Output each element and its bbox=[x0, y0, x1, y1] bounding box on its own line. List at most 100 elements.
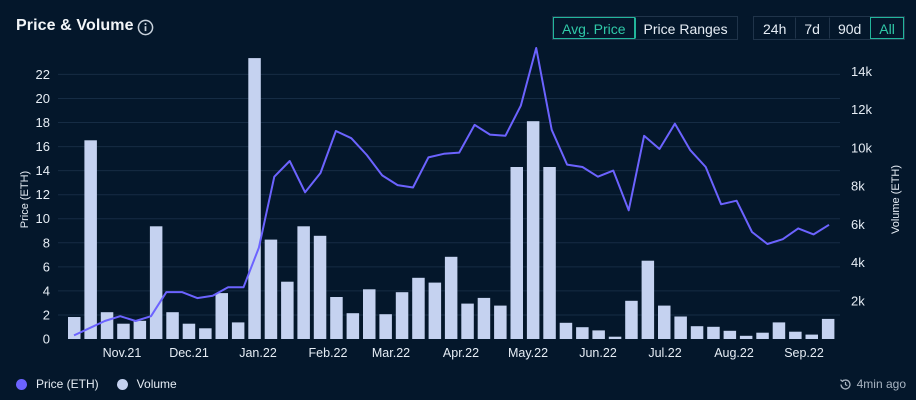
volume-bar[interactable] bbox=[395, 292, 409, 339]
x-tick-label: Apr.22 bbox=[443, 346, 479, 360]
refresh-clock-icon bbox=[839, 378, 851, 390]
left-tick-label: 6 bbox=[43, 259, 50, 274]
volume-bar[interactable] bbox=[625, 300, 638, 339]
right-tick-label: 14k bbox=[851, 64, 872, 79]
volume-bar[interactable] bbox=[592, 330, 605, 339]
left-tick-label: 20 bbox=[36, 91, 50, 106]
volume-bar[interactable] bbox=[690, 326, 704, 339]
x-tick-label: Dec.21 bbox=[169, 346, 209, 360]
volume-bar[interactable] bbox=[379, 314, 392, 339]
legend-label-price: Price (ETH) bbox=[36, 377, 99, 391]
volume-bar[interactable] bbox=[789, 331, 802, 339]
volume-bar[interactable] bbox=[412, 277, 425, 339]
volume-bar[interactable] bbox=[330, 297, 343, 339]
x-tick-label: Jul.22 bbox=[648, 346, 681, 360]
right-axis-title: Volume (ETH) bbox=[890, 165, 902, 234]
left-tick-label: 18 bbox=[36, 115, 50, 130]
left-tick-label: 0 bbox=[43, 332, 50, 347]
right-tick-label: 8k bbox=[851, 179, 865, 194]
price-line[interactable] bbox=[73, 47, 830, 337]
x-tick-label: Mar.22 bbox=[372, 346, 410, 360]
left-tick-label: 10 bbox=[36, 211, 50, 226]
legend-item-price[interactable]: Price (ETH) bbox=[16, 377, 99, 391]
volume-bar[interactable] bbox=[821, 318, 835, 339]
price-ranges-button[interactable]: Price Ranges bbox=[634, 17, 737, 39]
x-tick-label: Nov.21 bbox=[103, 346, 142, 360]
right-tick-label: 10k bbox=[851, 140, 872, 155]
volume-bar[interactable] bbox=[199, 328, 212, 339]
updated-text: 4min ago bbox=[856, 377, 906, 391]
volume-bar[interactable] bbox=[658, 305, 671, 339]
right-tick-label: 2k bbox=[851, 293, 865, 308]
x-tick-label: Aug.22 bbox=[714, 346, 754, 360]
right-tick-label: 6k bbox=[851, 217, 865, 232]
volume-bar[interactable] bbox=[248, 58, 261, 339]
range-24h-button[interactable]: 24h bbox=[763, 21, 787, 37]
volume-bar[interactable] bbox=[346, 313, 360, 339]
volume-bar[interactable] bbox=[149, 226, 163, 339]
volume-bar[interactable] bbox=[166, 312, 179, 339]
volume-bar[interactable] bbox=[117, 323, 130, 339]
left-axis-title: Price (ETH) bbox=[19, 171, 31, 228]
volume-bar[interactable] bbox=[707, 326, 720, 339]
volume-bar[interactable] bbox=[363, 289, 376, 339]
x-tick-label: Jan.22 bbox=[239, 346, 277, 360]
volume-bar[interactable] bbox=[559, 322, 573, 339]
volume-bar[interactable] bbox=[461, 303, 474, 339]
legend: Price (ETH) Volume bbox=[16, 377, 195, 391]
volume-legend-dot bbox=[116, 378, 128, 390]
volume-bar[interactable] bbox=[428, 282, 442, 339]
volume-bar[interactable] bbox=[739, 335, 753, 339]
volume-bar[interactable] bbox=[510, 167, 524, 339]
legend-item-volume[interactable]: Volume bbox=[116, 377, 177, 391]
volume-bar[interactable] bbox=[231, 322, 245, 339]
x-tick-label: Sep.22 bbox=[784, 346, 824, 360]
volume-bar[interactable] bbox=[281, 281, 294, 339]
x-tick-label: Jun.22 bbox=[579, 346, 617, 360]
left-tick-label: 12 bbox=[36, 187, 50, 202]
volume-bar[interactable] bbox=[84, 140, 97, 339]
volume-bar[interactable] bbox=[543, 167, 556, 339]
volume-bar[interactable] bbox=[756, 332, 769, 339]
volume-bar[interactable] bbox=[674, 316, 687, 340]
right-tick-label: 4k bbox=[851, 255, 865, 270]
volume-bar[interactable] bbox=[641, 260, 655, 339]
legend-label-volume: Volume bbox=[136, 377, 177, 391]
last-updated: 4min ago bbox=[839, 377, 906, 391]
page-title: Price & Volume bbox=[16, 17, 134, 34]
volume-bar[interactable] bbox=[576, 327, 589, 339]
volume-bar[interactable] bbox=[297, 226, 310, 339]
header: Price & Volume Avg. Price Price Ranges 2… bbox=[16, 14, 908, 42]
volume-bar[interactable] bbox=[444, 256, 458, 339]
price-legend-dot bbox=[16, 378, 27, 390]
range-toggle-group: 24h 7d 90d All bbox=[753, 16, 905, 40]
volume-bar[interactable] bbox=[608, 336, 622, 339]
volume-bar[interactable] bbox=[215, 293, 229, 339]
x-tick-label: May.22 bbox=[508, 346, 548, 360]
volume-bar[interactable] bbox=[772, 322, 786, 339]
volume-bar[interactable] bbox=[182, 323, 196, 339]
range-7d-button[interactable]: 7d bbox=[795, 17, 829, 39]
left-tick-label: 4 bbox=[43, 283, 50, 298]
volume-bar[interactable] bbox=[805, 334, 819, 339]
left-tick-label: 14 bbox=[36, 163, 50, 178]
x-tick-label: Feb.22 bbox=[309, 346, 348, 360]
left-tick-label: 8 bbox=[43, 235, 50, 250]
volume-bar[interactable] bbox=[526, 121, 540, 339]
volume-bar[interactable] bbox=[723, 330, 737, 339]
left-tick-label: 22 bbox=[36, 67, 50, 82]
volume-bar[interactable] bbox=[313, 235, 327, 339]
volume-bar[interactable] bbox=[100, 312, 114, 339]
volume-bar[interactable] bbox=[477, 297, 491, 339]
range-90d-button[interactable]: 90d bbox=[828, 17, 870, 39]
volume-bar[interactable] bbox=[494, 305, 507, 339]
volume-bar[interactable] bbox=[264, 239, 278, 339]
left-tick-label: 16 bbox=[36, 139, 50, 154]
range-all-button[interactable]: All bbox=[870, 17, 904, 39]
volume-bar[interactable] bbox=[133, 320, 147, 339]
view-toggle-group: Avg. Price Price Ranges bbox=[552, 16, 738, 40]
left-tick-label: 2 bbox=[43, 307, 50, 322]
avg-price-button[interactable]: Avg. Price bbox=[553, 17, 635, 39]
info-icon[interactable] bbox=[137, 19, 154, 36]
